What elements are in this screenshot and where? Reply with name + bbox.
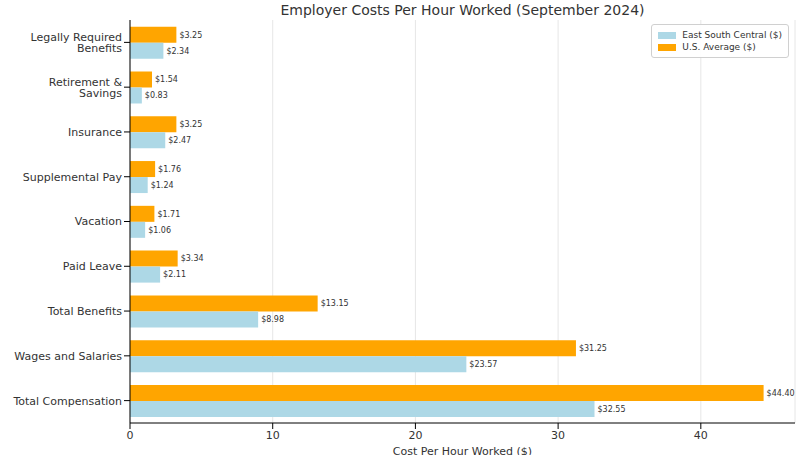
- svg-text:40: 40: [694, 429, 708, 442]
- svg-text:$32.55: $32.55: [598, 405, 626, 414]
- svg-text:10: 10: [266, 429, 280, 442]
- svg-text:Insurance: Insurance: [68, 126, 122, 139]
- svg-text:$1.54: $1.54: [155, 75, 178, 84]
- svg-text:30: 30: [551, 429, 565, 442]
- html-text:East South Central ($): East South Central ($): [682, 30, 782, 40]
- svg-text:$1.71: $1.71: [157, 210, 180, 219]
- svg-text:$3.25: $3.25: [179, 120, 202, 129]
- svg-text:Retirement &Savings: Retirement &Savings: [49, 76, 123, 100]
- svg-text:$44.40: $44.40: [767, 389, 792, 398]
- svg-text:$1.24: $1.24: [151, 181, 174, 190]
- svg-text:$1.76: $1.76: [158, 165, 181, 174]
- svg-text:Total Benefits: Total Benefits: [47, 305, 122, 318]
- svg-text:$2.47: $2.47: [168, 136, 191, 145]
- svg-text:0: 0: [127, 429, 134, 442]
- svg-text:$2.11: $2.11: [163, 270, 186, 279]
- svg-text:$2.34: $2.34: [166, 47, 189, 56]
- html-text:U.S. Average ($): U.S. Average ($): [682, 42, 756, 52]
- svg-text:Supplemental Pay: Supplemental Pay: [23, 171, 123, 184]
- svg-text:$1.06: $1.06: [148, 226, 171, 235]
- svg-text:20: 20: [408, 429, 422, 442]
- html-text:Employer Costs Per Hour Worked: Employer Costs Per Hour Worked (Septembe…: [280, 2, 645, 18]
- svg-text:$23.57: $23.57: [469, 360, 497, 369]
- svg-text:$3.34: $3.34: [181, 254, 204, 263]
- svg-text:$31.25: $31.25: [579, 344, 607, 353]
- svg-text:$0.83: $0.83: [145, 91, 168, 100]
- svg-text:Vacation: Vacation: [75, 215, 122, 228]
- svg-text:Wages and Salaries: Wages and Salaries: [14, 350, 122, 363]
- svg-text:Total Compensation: Total Compensation: [12, 395, 122, 408]
- svg-text:Paid Leave: Paid Leave: [63, 260, 122, 273]
- svg-text:$13.15: $13.15: [321, 299, 349, 308]
- svg-text:Cost Per Hour Worked ($): Cost Per Hour Worked ($): [393, 445, 532, 455]
- svg-text:$3.25: $3.25: [179, 31, 202, 40]
- svg-text:$8.98: $8.98: [261, 315, 284, 324]
- svg-text:Legally RequiredBenefits: Legally RequiredBenefits: [30, 31, 122, 55]
